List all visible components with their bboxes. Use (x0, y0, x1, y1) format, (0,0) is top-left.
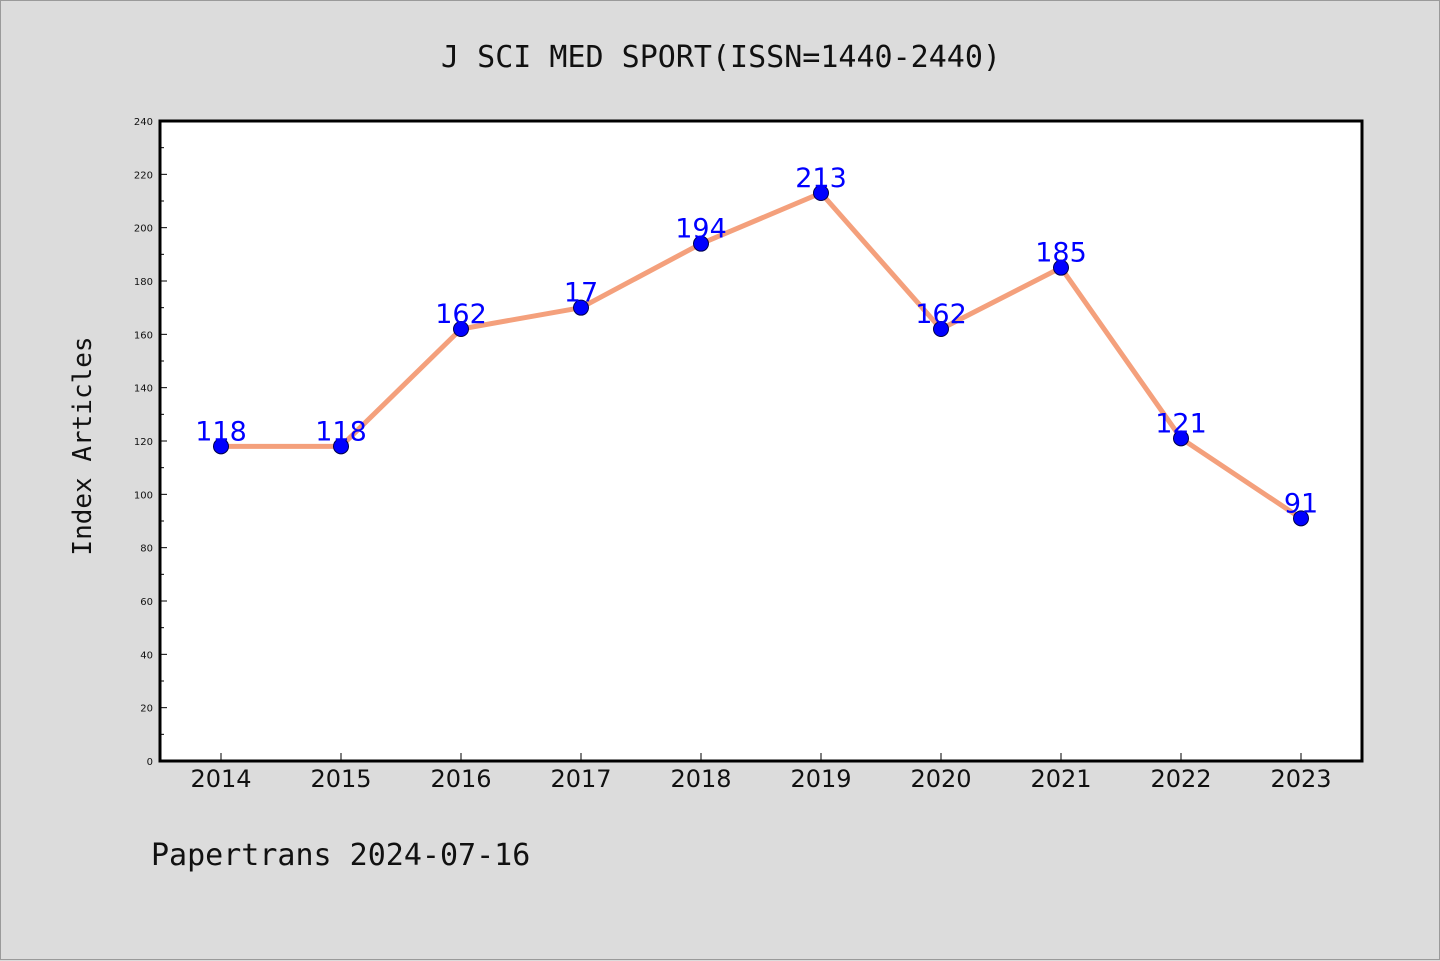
x-axis: 2014 2015 2016 2017 2018 2019 2020 2021 2022 2023 (190, 753, 1332, 793)
data-point (573, 299, 589, 316)
data-point (213, 438, 229, 455)
data-label: 213 (795, 163, 847, 194)
y-tick-label: 220 (134, 170, 153, 181)
x-tick-label: 2015 (310, 765, 371, 793)
y-axis: 0 20 40 60 80 100 120 140 160 180 200 220 240 (134, 117, 167, 768)
data-markers (213, 185, 1309, 527)
data-label: 121 (1155, 408, 1207, 439)
y-tick-label: 60 (140, 597, 153, 608)
data-label: 17 (564, 278, 598, 309)
data-point (453, 321, 469, 337)
data-label: 194 (675, 214, 727, 245)
footer-credit: Papertrans 2024-07-16 (151, 838, 530, 873)
y-tick-label: 140 (134, 384, 153, 395)
y-tick-label: 80 (140, 544, 153, 555)
x-tick-label: 2018 (670, 765, 731, 793)
y-tick-label: 100 (134, 490, 153, 501)
y-axis-label: Index Articles (68, 336, 98, 555)
y-tick-label: 0 (147, 757, 153, 768)
data-point (333, 438, 349, 455)
y-tick-label: 40 (140, 650, 153, 661)
data-point (693, 235, 709, 252)
y-tick-label: 180 (134, 277, 153, 288)
data-label: 91 (1284, 488, 1318, 519)
data-point (1053, 259, 1069, 276)
x-tick-label: 2021 (1030, 765, 1091, 793)
data-point (1173, 430, 1189, 447)
x-tick-label: 2014 (190, 765, 251, 793)
data-point (813, 185, 829, 201)
data-label: 162 (915, 299, 967, 330)
y-tick-label: 120 (134, 437, 153, 448)
data-label: 118 (315, 416, 367, 447)
chart-title: J SCI MED SPORT(ISSN=1440-2440) (441, 40, 1001, 75)
x-tick-label: 2017 (550, 765, 611, 793)
x-tick-label: 2023 (1270, 765, 1331, 793)
y-tick-label: 200 (134, 224, 153, 235)
x-tick-label: 2016 (430, 765, 491, 793)
x-tick-label: 2019 (790, 765, 851, 793)
data-label: 185 (1035, 238, 1087, 269)
data-point (1293, 510, 1309, 527)
series-polyline (218, 190, 1304, 521)
data-labels: 118 118 162 17 194 213 162 185 121 91 (195, 163, 1318, 519)
y-tick-label: 20 (140, 704, 153, 715)
data-label: 162 (435, 299, 487, 330)
data-label: 118 (195, 416, 247, 447)
plot-area (158, 119, 1364, 763)
x-tick-label: 2022 (1150, 765, 1211, 793)
y-tick-label: 160 (134, 330, 153, 341)
x-tick-label: 2020 (910, 765, 971, 793)
series-line (218, 190, 1304, 521)
data-point (933, 321, 949, 337)
y-tick-label: 240 (134, 117, 153, 128)
